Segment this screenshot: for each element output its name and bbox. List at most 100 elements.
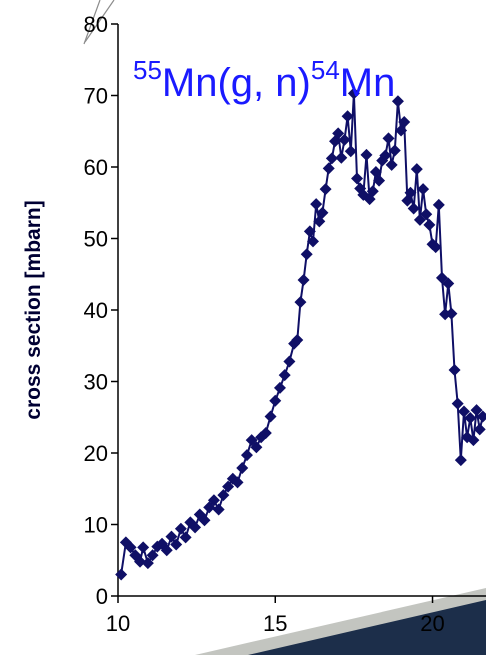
data-point	[319, 183, 332, 196]
data-point	[344, 145, 357, 158]
data-point	[124, 541, 137, 554]
data-point	[134, 555, 147, 568]
x-ticks: 10 15 20	[106, 596, 445, 636]
axes: 010 20 30 40 50 60 70 80 10 15 20	[84, 12, 486, 636]
data-point	[303, 225, 316, 238]
x-tick-label: 20	[420, 611, 444, 636]
data-point	[240, 449, 253, 462]
data-point	[264, 410, 277, 423]
data-point	[222, 480, 235, 493]
data-point	[476, 410, 486, 423]
data-point	[170, 538, 183, 551]
data-point	[388, 144, 401, 157]
data-point	[322, 162, 335, 175]
data-point	[189, 521, 202, 534]
data-point	[198, 514, 211, 527]
data-point	[217, 489, 230, 502]
data-point	[316, 206, 329, 219]
data-point	[283, 355, 296, 368]
decor-light-band	[195, 588, 486, 655]
data-point	[435, 271, 448, 284]
series-line	[120, 93, 484, 575]
data-point	[423, 218, 436, 231]
data-point	[310, 198, 323, 211]
data-point	[391, 95, 404, 108]
data-point	[454, 454, 467, 467]
data-point	[165, 530, 178, 543]
data-point	[467, 434, 480, 447]
data-point	[179, 531, 192, 544]
data-point	[212, 503, 225, 516]
data-point	[464, 411, 477, 424]
data-point	[451, 397, 464, 410]
y-axis-label: cross section [mbarn]	[22, 200, 45, 419]
y-tick-label: 50	[84, 227, 108, 252]
data-point	[207, 494, 220, 507]
x-tick-label: 10	[106, 611, 130, 636]
data-point	[307, 235, 320, 248]
title-sup-54: 54	[311, 55, 340, 85]
series-layer	[115, 87, 486, 581]
data-point	[294, 296, 307, 309]
data-point	[366, 185, 379, 198]
data-point	[273, 381, 286, 394]
data-point	[115, 568, 128, 581]
data-point	[297, 273, 310, 286]
data-point	[379, 149, 392, 162]
data-point	[398, 115, 411, 128]
data-point	[347, 87, 360, 100]
data-point	[373, 174, 386, 187]
data-point	[360, 148, 373, 161]
data-point	[146, 549, 159, 562]
y-tick-label: 0	[96, 584, 108, 609]
data-point	[269, 394, 282, 407]
decor-dark-band	[248, 600, 486, 655]
y-tick-label: 70	[84, 84, 108, 109]
data-point	[473, 423, 486, 436]
data-point	[351, 172, 364, 185]
data-point	[407, 202, 420, 215]
data-point	[404, 186, 417, 199]
data-point	[332, 127, 345, 140]
data-point	[413, 213, 426, 226]
data-point	[231, 476, 244, 489]
data-point	[457, 405, 470, 418]
data-point	[429, 241, 442, 254]
data-point	[470, 404, 483, 417]
data-point	[445, 307, 458, 320]
data-point	[174, 522, 187, 535]
data-point	[141, 557, 154, 570]
data-point	[442, 277, 455, 290]
data-point	[236, 462, 249, 475]
y-tick-label: 30	[84, 370, 108, 395]
data-point	[300, 248, 313, 261]
y-tick-label: 20	[84, 441, 108, 466]
data-point	[278, 369, 291, 382]
title-reaction: Mn(g, n)	[162, 61, 311, 105]
data-point	[448, 364, 461, 377]
data-point	[432, 198, 445, 211]
data-point	[325, 152, 338, 165]
x-tick-label: 15	[263, 611, 287, 636]
data-point	[259, 426, 272, 439]
title-sup-55: 55	[133, 55, 162, 85]
data-point	[338, 133, 351, 146]
data-point	[335, 151, 348, 164]
data-point	[420, 208, 433, 221]
data-point	[341, 110, 354, 123]
y-tick-label: 60	[84, 155, 108, 180]
data-point	[417, 183, 430, 196]
data-point	[385, 158, 398, 171]
data-point	[160, 544, 173, 557]
decor-top-line-2	[83, 0, 101, 45]
y-tick-label: 40	[84, 298, 108, 323]
title-product: Mn	[340, 61, 396, 105]
y-tick-label: 80	[84, 12, 108, 37]
chart-title: 55Mn(g, n)54Mn	[133, 55, 395, 105]
data-point	[382, 132, 395, 145]
decor-top-line-1	[84, 0, 115, 43]
y-ticks: 0 10 20 30 40 50 60 70 80	[84, 12, 118, 609]
data-point	[291, 334, 304, 347]
data-point	[137, 541, 150, 554]
